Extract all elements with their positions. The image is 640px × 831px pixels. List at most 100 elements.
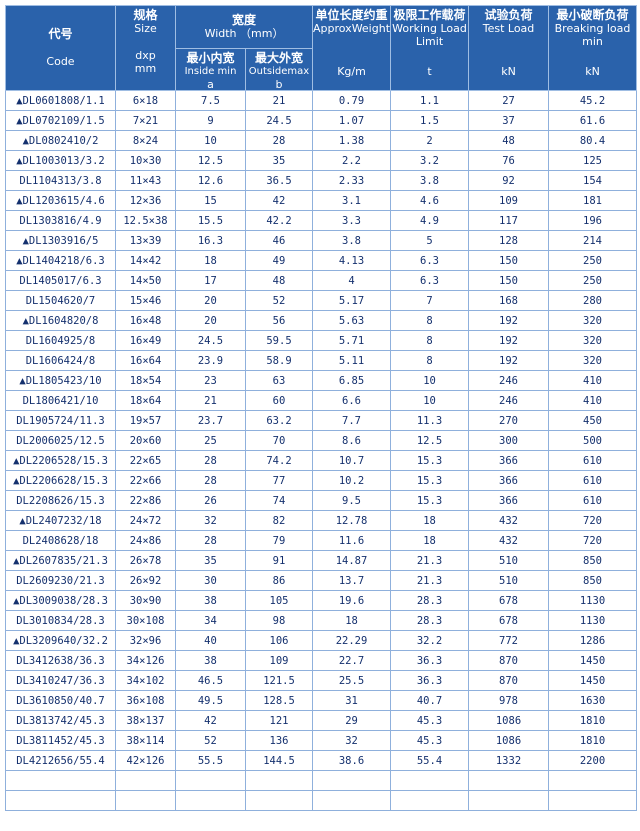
table-cell: 1810 [548, 710, 638, 731]
table-cell: 5.17 [312, 290, 392, 311]
table-cell: 181 [548, 190, 638, 211]
table-cell: 45.3 [390, 730, 470, 751]
table-cell: 29 [312, 710, 392, 731]
table-cell: 10 [390, 390, 470, 411]
table-cell: 56 [244, 310, 314, 331]
table-cell: 36.3 [390, 670, 470, 691]
table-cell: 16×49 [115, 330, 176, 351]
table-row: ▲DL0802410/2 8×24 10 28 1.38 2 48 80.4 [5, 130, 638, 151]
table-cell: 5.71 [312, 330, 392, 351]
table-cell: 22.7 [312, 650, 392, 671]
table-cell: 30 [175, 570, 246, 591]
header-text: 规格 [133, 8, 158, 22]
table-cell: 21.3 [390, 550, 470, 571]
table-row: DL3610850/40.7 36×108 49.5 128.5 31 40.7 978 16… [5, 690, 638, 711]
table-cell: 1450 [548, 650, 638, 671]
table-cell: 37 [468, 110, 550, 131]
table-row: DL1303816/4.9 12.5×38 15.5 42.2 3.3 4.9 117 196 [5, 210, 638, 231]
table-row: DL1504620/7 15×46 20 52 5.17 7 168 280 [5, 290, 638, 311]
table-cell: 80.4 [548, 130, 638, 151]
table-cell: 25 [175, 430, 246, 451]
table-cell: 18×54 [115, 370, 176, 391]
table-cell: 128.5 [244, 690, 314, 711]
table-cell: 23.7 [175, 410, 246, 431]
empty-cell [312, 790, 392, 811]
table-row: DL2208626/15.3 22×86 26 74 9.5 15.3 366 610 [5, 490, 638, 511]
table-cell: 16×48 [115, 310, 176, 331]
table-cell: 32.2 [390, 630, 470, 651]
table-cell: 12.78 [312, 510, 392, 531]
table-cell: 10×30 [115, 150, 176, 171]
header-text: Breaking load [554, 22, 631, 35]
header-text: Working Load [392, 22, 467, 35]
table-cell: DL4212656/55.4 [5, 750, 116, 771]
table-cell: 1130 [548, 610, 638, 631]
table-cell: DL2006025/12.5 [5, 430, 116, 451]
table-cell: 678 [468, 590, 550, 611]
table-cell: 28.3 [390, 590, 470, 611]
table-cell: 24.5 [175, 330, 246, 351]
table-row: DL3412638/36.3 34×126 38 109 22.7 36.3 870 1450 [5, 650, 638, 671]
table-cell: 19.6 [312, 590, 392, 611]
table-cell: DL1604925/8 [5, 330, 116, 351]
table-cell: 320 [548, 330, 638, 351]
table-cell: ▲DL1805423/10 [5, 370, 116, 391]
table-row: ▲DL2407232/18 24×72 32 82 12.78 18 432 720 [5, 510, 638, 531]
table-cell: DL3412638/36.3 [5, 650, 116, 671]
table-row: DL2408628/18 24×86 28 79 11.6 18 432 720 [5, 530, 638, 551]
header-text: 宽度 [232, 13, 257, 27]
table-cell: 5.63 [312, 310, 392, 331]
table-cell: 17 [175, 270, 246, 291]
table-cell: 34×102 [115, 670, 176, 691]
table-cell: 117 [468, 210, 550, 231]
table-cell: 870 [468, 650, 550, 671]
table-cell: 6.6 [312, 390, 392, 411]
table-cell: 300 [468, 430, 550, 451]
table-cell: 136 [244, 730, 314, 751]
empty-cell [175, 790, 246, 811]
table-cell: 28 [244, 130, 314, 151]
table-row: ▲DL1303916/5 13×39 16.3 46 3.8 5 128 214 [5, 230, 638, 251]
table-row: DL2609230/21.3 26×92 30 86 13.7 21.3 510 850 [5, 570, 638, 591]
table-cell: 270 [468, 410, 550, 431]
empty-cell [468, 790, 550, 811]
table-cell: 1.38 [312, 130, 392, 151]
table-cell: 24×86 [115, 530, 176, 551]
table-cell: 192 [468, 310, 550, 331]
table-cell: 214 [548, 230, 638, 251]
header-cell: 宽度 Width （mm） [174, 5, 314, 49]
table-row: ▲DL3009038/28.3 30×90 38 105 19.6 28.3 678 1130 [5, 590, 638, 611]
header-text: a [207, 78, 214, 91]
header-text: Inside min [184, 66, 237, 77]
table-cell: ▲DL2206528/15.3 [5, 450, 116, 471]
table-row: DL1606424/8 16×64 23.9 58.9 5.11 8 192 320 [5, 350, 638, 371]
table-cell: 32 [175, 510, 246, 531]
table-cell: 18×64 [115, 390, 176, 411]
table-row: ▲DL0601808/1.1 6×18 7.5 21 0.79 1.1 27 45.2 [5, 90, 638, 111]
table-row: ▲DL1805423/10 18×54 23 63 6.85 10 246 410 [5, 370, 638, 391]
table-cell: 280 [548, 290, 638, 311]
table-cell: 1086 [468, 710, 550, 731]
table-row: ▲DL2206628/15.3 22×66 28 77 10.2 15.3 366 610 [5, 470, 638, 491]
table-cell: 7 [390, 290, 470, 311]
table-cell: 5.11 [312, 350, 392, 371]
table-cell: 8.6 [312, 430, 392, 451]
table-cell: DL1606424/8 [5, 350, 116, 371]
table-cell: 678 [468, 610, 550, 631]
table-cell: 35 [244, 150, 314, 171]
table-cell: 366 [468, 450, 550, 471]
header-cell: 最小破断负荷 Breaking load min kN [548, 5, 638, 91]
table-row: DL1405017/6.3 14×50 17 48 4 6.3 150 250 [5, 270, 638, 291]
table-cell: DL1405017/6.3 [5, 270, 116, 291]
table-cell: 15 [175, 190, 246, 211]
table-cell: 144.5 [244, 750, 314, 771]
header-cell: 极限工作载荷 Working Load Limit t [390, 5, 470, 91]
table-cell: 22.29 [312, 630, 392, 651]
empty-cell [548, 790, 638, 811]
table-cell: 2 [390, 130, 470, 151]
table-cell: 30×90 [115, 590, 176, 611]
table-cell: 48 [244, 270, 314, 291]
header-text: Size [134, 22, 157, 35]
header-cell: 最大外宽 Outsidemax b [244, 48, 314, 91]
table-cell: 20 [175, 290, 246, 311]
